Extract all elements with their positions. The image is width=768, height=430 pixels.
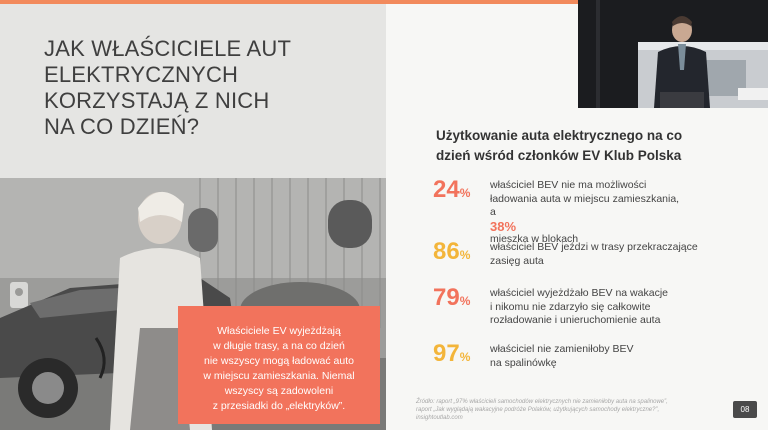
stat-number: 86 [433,238,460,265]
slide-headline: JAK WŁAŚCICIELE AUT ELEKTRYCZNYCH KORZYS… [44,36,364,140]
stat-description: właściciel wyjeżdżało BEV na wakacje i n… [490,287,760,328]
callout-line: w długie trasy, a na co dzień [213,340,345,352]
stat-line: ładowania auta w miejscu zamieszkania, [490,192,680,205]
stat-description: właściciel nie zamieniłoby BEV na spalin… [490,343,760,370]
stat-line: a 38% mieszka w blokach [490,206,760,247]
stat-text: mieszka w blokach [490,233,579,245]
stat-number: 79 [433,284,460,311]
stat-line: właściciel nie zamieniłoby BEV [490,343,634,355]
stat-line: na spalinówkę [490,356,557,369]
section-title: Użytkowanie auta elektrycznego na co dzi… [436,126,756,166]
stat-unit: % [459,294,471,308]
summary-callout: Właściciele EV wyjeżdżają w długie trasy… [178,306,380,424]
headline-line: NA CO DZIEŃ? [44,114,200,139]
source-line: Źródło: raport „97% właścicieli samochod… [416,399,668,405]
stat-number: 97 [433,340,460,367]
section-title-line: Użytkowanie auta elektrycznego na co [436,128,683,143]
source-line: insightoutlab.com [416,415,463,421]
stat-value: 79% [433,284,470,315]
stat-line: rozładowanie i unieruchomienie auta [490,314,661,326]
stat-line: właściciel wyjeżdżało BEV na wakacje [490,287,668,299]
source-line: raport „Jak wyglądają wakacyjne podróże … [416,407,660,413]
page-number: 08 [733,401,757,418]
stat-value: 24% [433,176,470,207]
stat-unit: % [459,248,471,262]
section-title-line: dzień wśród członków EV Klub Polska [436,148,682,163]
stat-unit: % [459,186,471,200]
left-panel [0,4,386,178]
top-accent-bar [0,0,768,4]
presenter-video-feed[interactable] [578,0,768,108]
headline-line: JAK WŁAŚCICIELE AUT [44,36,292,61]
source-note: Źródło: raport „97% właścicieli samochod… [416,398,716,422]
headline-line: KORZYSTAJĄ Z NICH [44,88,270,113]
callout-line: w miejscu zamieszkania. Niemal [203,370,355,382]
callout-line: wszyscy są zadowoleni [224,385,334,397]
presenter-video-image [578,0,768,108]
stat-line: właściciel BEV nie ma możliwości [490,179,647,191]
stat-line: i nikomu nie zdarzyło się całkowite [490,300,651,313]
stat-value: 97% [433,340,470,371]
stat-unit: % [459,350,471,364]
stat-value: 86% [433,238,470,269]
stat-line: właściciel BEV jeździ w trasy przekracza… [490,241,698,253]
photo-illustration [0,178,386,430]
stat-line: zasięg auta [490,254,544,267]
headline-line: ELEKTRYCZNYCH [44,62,239,87]
callout-line: nie wszyscy mogą ładować auto [204,355,354,367]
callout-line: z przesiadki do „elektryków”. [212,400,346,412]
stat-number: 24 [433,176,460,203]
stat-text: a [490,206,496,218]
stat-description: właściciel BEV jeździ w trasy przekracza… [490,241,760,268]
callout-line: Właściciele EV wyjeżdżają [217,325,341,337]
stat-highlight-value: 38% [490,218,517,234]
stat-description: właściciel BEV nie ma możliwości ładowan… [490,179,760,247]
